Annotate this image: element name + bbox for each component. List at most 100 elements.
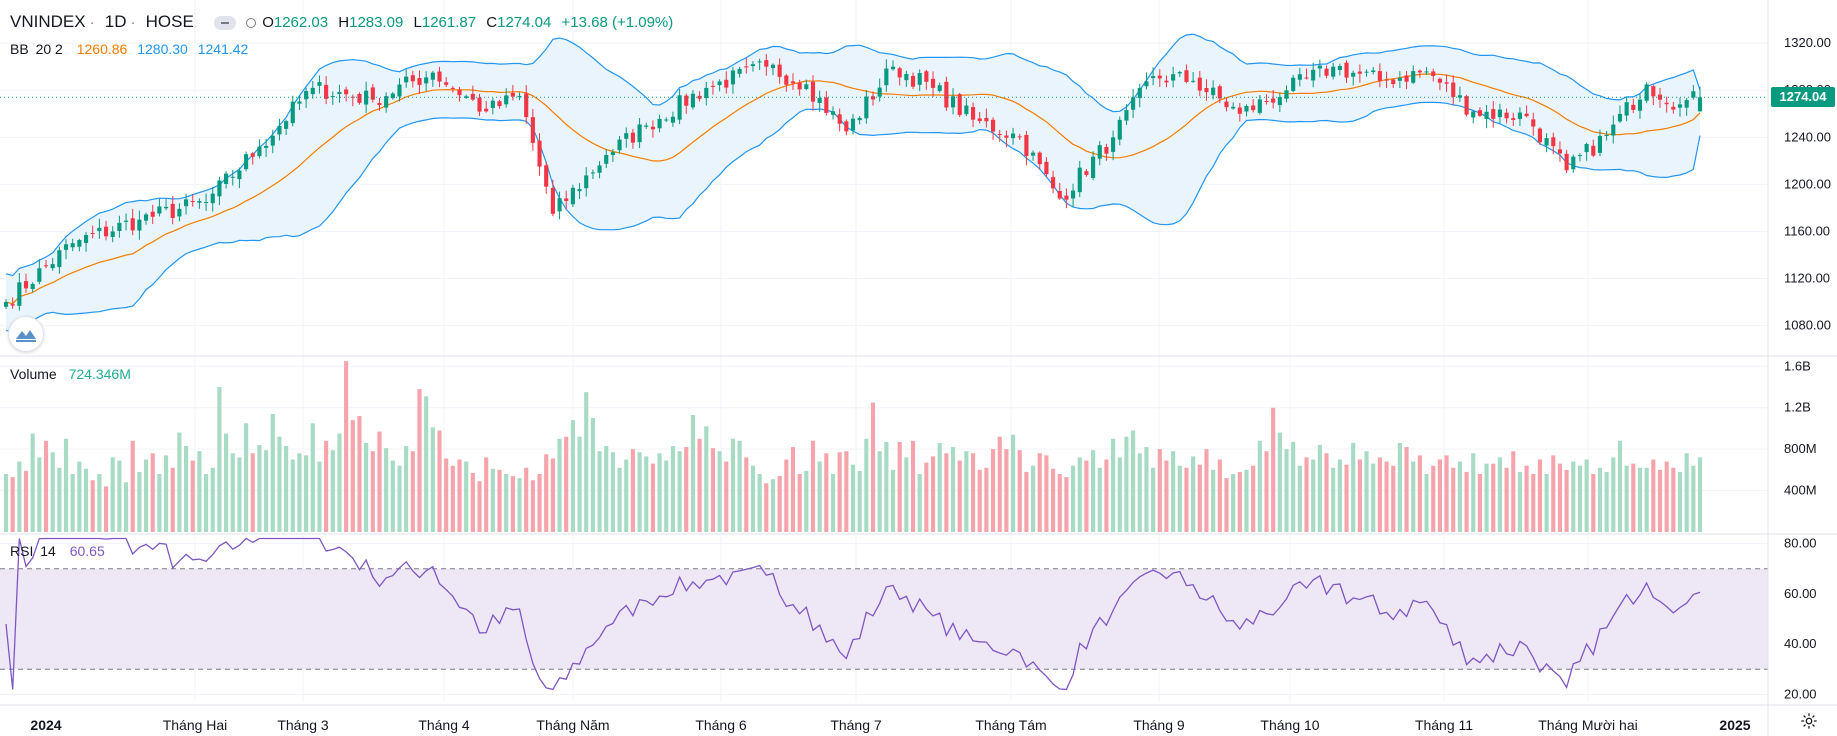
candle — [224, 171, 229, 189]
volume-bar — [1577, 465, 1583, 532]
candle-body — [1584, 143, 1589, 153]
candle — [317, 75, 322, 94]
candle — [1551, 132, 1556, 155]
candle — [490, 97, 495, 115]
volume-bar — [930, 456, 936, 532]
ohlc-change: +13.68 (+1.09%) — [561, 14, 674, 31]
candle-body — [304, 90, 309, 100]
candle — [810, 75, 816, 111]
candle-body — [230, 176, 235, 178]
volume-pane[interactable] — [3, 361, 1703, 532]
gear-icon[interactable] — [1800, 712, 1818, 730]
candle-body — [57, 250, 62, 268]
candle — [1357, 64, 1362, 83]
candle — [1344, 60, 1349, 84]
candle — [17, 272, 22, 311]
candle — [764, 54, 769, 76]
volume-bar — [1224, 478, 1229, 532]
volume-bar — [1511, 451, 1516, 532]
candle — [544, 161, 549, 194]
volume-bar — [804, 470, 809, 532]
candle — [1504, 108, 1509, 124]
volume-bar — [924, 462, 929, 532]
bb-upper-value: 1280.30 — [137, 41, 188, 57]
candle — [1557, 141, 1563, 162]
candle — [510, 85, 515, 101]
candle — [504, 88, 509, 108]
candle-body — [43, 265, 49, 267]
volume-bar — [1371, 463, 1376, 532]
volume-bar — [317, 461, 322, 532]
volume-bar — [30, 433, 35, 532]
volume-bar — [364, 442, 369, 532]
candle — [10, 297, 15, 309]
price-pane[interactable] — [0, 33, 1768, 333]
candle — [1424, 67, 1429, 75]
candle — [1491, 101, 1496, 128]
candle-body — [1257, 99, 1262, 113]
candle-body — [737, 68, 742, 74]
volume-bar — [770, 479, 776, 532]
candle-body — [1177, 72, 1182, 74]
volume-bar — [1457, 461, 1462, 532]
candle-body — [1611, 124, 1616, 136]
rsi-pane[interactable] — [0, 537, 1768, 691]
candle-body — [1637, 99, 1643, 111]
candle-body — [777, 64, 782, 77]
symbol-name[interactable]: VNINDEX — [10, 12, 86, 31]
candle-body — [1371, 70, 1376, 73]
candle-body — [784, 75, 789, 85]
candle-body — [417, 78, 422, 85]
rsi-tick-label: 60.00 — [1784, 586, 1817, 601]
interval-label[interactable]: 1D — [104, 12, 127, 31]
candle-body — [837, 114, 842, 124]
candle-body — [257, 146, 262, 157]
candle-body — [1124, 110, 1129, 121]
volume-bar — [1344, 464, 1349, 532]
candle — [1371, 66, 1376, 75]
tradingview-logo-icon[interactable] — [8, 316, 44, 352]
candle — [1677, 97, 1683, 117]
candle — [150, 204, 155, 225]
collapse-toggle-icon[interactable] — [214, 16, 237, 31]
candle — [1617, 105, 1623, 123]
candle-body — [437, 71, 442, 82]
candle-body — [284, 121, 289, 129]
ohlc-c-label: C — [486, 14, 498, 31]
candle-body — [670, 116, 675, 123]
rsi-legend[interactable]: RSI 14 60.65 — [10, 543, 111, 559]
candle-body — [1131, 97, 1136, 110]
candle — [1384, 71, 1389, 89]
candle — [237, 167, 242, 189]
candle — [624, 127, 629, 148]
volume-bar — [444, 458, 449, 532]
bb-legend[interactable]: BB 20 2 1260.86 1280.30 1241.42 — [10, 41, 254, 57]
volume-bar — [584, 392, 589, 532]
candle-body — [850, 118, 856, 131]
candle — [1337, 63, 1342, 76]
candle — [230, 169, 235, 186]
candle-body — [1291, 77, 1296, 92]
volume-bar — [1377, 457, 1382, 532]
volume-legend[interactable]: Volume 724.346M — [10, 366, 137, 382]
candle — [1637, 93, 1643, 119]
volume-bar — [724, 461, 729, 532]
volume-bar — [1091, 450, 1096, 532]
volume-bar — [1044, 455, 1049, 532]
candle-body — [870, 96, 876, 100]
candle — [1631, 98, 1636, 114]
candle-body — [537, 140, 542, 167]
x-tick-label: 2025 — [1719, 717, 1750, 733]
volume-bar — [190, 460, 195, 532]
candle-body — [577, 189, 582, 192]
candle — [477, 93, 482, 117]
volume-bar — [544, 454, 549, 532]
candle — [397, 78, 402, 102]
ohlc-o-value: 1262.03 — [273, 14, 329, 31]
volume-bar — [904, 457, 909, 532]
candle — [1671, 101, 1676, 114]
volume-bar — [684, 447, 689, 532]
candle — [704, 81, 709, 106]
volume-bar — [1264, 451, 1269, 532]
